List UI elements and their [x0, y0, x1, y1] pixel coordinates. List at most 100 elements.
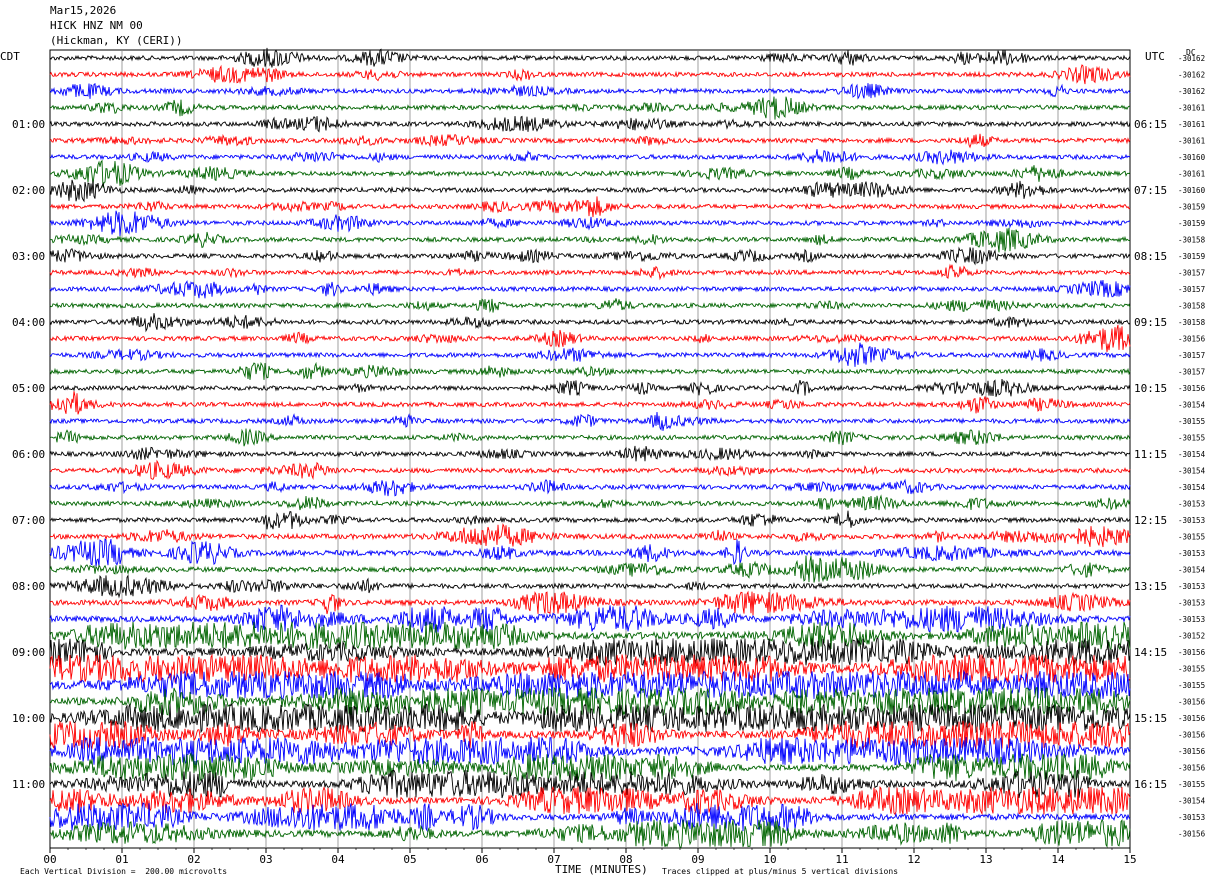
header-date: Mar15,2026 — [50, 4, 117, 17]
seismic-trace — [49, 574, 1130, 599]
scale-note: Each Vertical Division = 200.00 microvol… — [20, 867, 228, 876]
dc-offset-label: -30156 — [1178, 747, 1206, 756]
dc-offset-label: -30159 — [1178, 203, 1205, 212]
right-hour-label: 13:15 — [1134, 580, 1167, 593]
dc-offset-label: -30161 — [1178, 137, 1205, 146]
dc-offset-label: -30160 — [1178, 186, 1206, 195]
dc-offset-label: -30152 — [1178, 632, 1205, 641]
axis-labels: 00 01 02 03 04 05 06 07 08 09 10 11 12 13 14 15 -30162 -3… — [12, 54, 1206, 866]
x-axis-title: TIME (MINUTES) — [555, 863, 648, 876]
dc-offset-label: -30153 — [1178, 500, 1205, 509]
x-tick-label: 07 — [547, 853, 560, 866]
dc-offset-label: -30157 — [1178, 351, 1205, 360]
x-tick-label: 15 — [1123, 853, 1136, 866]
header-location: (Hickman, KY (CERI)) — [50, 34, 183, 47]
dc-offset-label: -30162 — [1178, 71, 1205, 80]
left-hour-label: 04:00 — [12, 316, 45, 329]
clip-note: Traces clipped at plus/minus 5 vertical … — [662, 867, 899, 876]
seismic-trace — [50, 523, 1131, 548]
dc-offset-label: -30156 — [1178, 714, 1206, 723]
seismic-trace — [49, 149, 1131, 166]
seismic-trace — [49, 445, 1131, 462]
dc-offset-label: -30156 — [1178, 731, 1206, 740]
dc-offset-label: -30153 — [1178, 549, 1205, 558]
dc-offset-label: -30154 — [1178, 401, 1206, 410]
seismic-trace — [49, 159, 1131, 188]
left-hour-label: 01:00 — [12, 118, 45, 131]
dc-offset-label: -30153 — [1178, 813, 1205, 822]
x-tick-label: 05 — [403, 853, 416, 866]
x-tick-label: 12 — [907, 853, 920, 866]
right-timezone-label: UTC — [1145, 50, 1165, 63]
dc-offset-label: -30156 — [1178, 830, 1206, 839]
seismic-trace — [50, 510, 1131, 530]
seismic-trace — [49, 133, 1131, 149]
seismic-trace — [49, 478, 1131, 497]
seismic-trace — [49, 246, 1131, 266]
seismic-trace — [49, 428, 1131, 447]
dc-offset-label: -30154 — [1178, 797, 1206, 806]
seismic-trace — [49, 604, 1131, 633]
seismic-trace — [49, 115, 1131, 133]
seismic-trace — [49, 83, 1131, 100]
dc-offset-label: -30159 — [1178, 219, 1205, 228]
right-hour-label: 15:15 — [1134, 712, 1167, 725]
seismic-trace — [49, 736, 1131, 766]
seismic-trace — [49, 637, 1131, 667]
dc-offset-label: -30155 — [1178, 780, 1205, 789]
dc-offset-label: -30161 — [1178, 170, 1205, 179]
x-tick-label: 08 — [619, 853, 632, 866]
left-hour-label: 11:00 — [12, 778, 45, 791]
dc-offset-label: -30154 — [1178, 467, 1206, 476]
seismic-trace — [49, 391, 1131, 415]
seismic-trace — [49, 538, 1131, 567]
seismogram-traces — [49, 47, 1131, 849]
left-hour-label: 07:00 — [12, 514, 45, 527]
dc-offset-label: -30155 — [1178, 434, 1205, 443]
right-hour-label: 11:15 — [1134, 448, 1167, 461]
seismic-trace — [49, 298, 1131, 313]
seismic-trace — [49, 555, 1131, 583]
dc-offset-label: -30155 — [1178, 665, 1205, 674]
seismic-trace — [49, 342, 1131, 367]
dc-offset-label: -30153 — [1178, 599, 1205, 608]
seismic-trace — [49, 179, 1131, 203]
dc-offset-label: -30161 — [1178, 120, 1205, 129]
left-hour-label: 05:00 — [12, 382, 45, 395]
seismic-trace — [49, 786, 1131, 816]
x-tick-label: 04 — [331, 853, 345, 866]
dc-offset-label: -30155 — [1178, 681, 1205, 690]
right-hour-label: 06:15 — [1134, 118, 1167, 131]
dc-offset-label: -30160 — [1178, 153, 1206, 162]
dc-offset-label: -30156 — [1178, 335, 1206, 344]
right-hour-label: 12:15 — [1134, 514, 1167, 527]
seismic-trace — [49, 590, 1131, 616]
header-station: HICK HNZ NM 00 — [50, 19, 143, 32]
seismic-trace — [49, 719, 1131, 751]
dc-offset-label: -30153 — [1178, 582, 1205, 591]
x-tick-label: 10 — [763, 853, 776, 866]
x-tick-label: 02 — [187, 853, 200, 866]
x-tick-label: 11 — [835, 853, 848, 866]
seismic-trace — [49, 459, 1131, 480]
left-hour-label: 03:00 — [12, 250, 45, 263]
dc-offset-label: -30154 — [1178, 450, 1206, 459]
x-tick-label: 03 — [259, 853, 272, 866]
left-hour-label: 06:00 — [12, 448, 45, 461]
dc-offset-label: -30155 — [1178, 533, 1205, 542]
left-hour-label: 02:00 — [12, 184, 45, 197]
dc-offset-label: -30162 — [1178, 87, 1205, 96]
dc-offset-label: -30157 — [1178, 368, 1205, 377]
seismic-trace — [49, 621, 1131, 651]
seismic-trace — [49, 802, 1131, 833]
dc-offset-label: -30153 — [1178, 615, 1205, 624]
right-hour-label: 16:15 — [1134, 778, 1167, 791]
left-hour-label: 08:00 — [12, 580, 45, 593]
seismic-trace — [49, 378, 1131, 397]
seismic-trace — [49, 411, 1131, 431]
seismic-trace — [49, 210, 1131, 237]
dc-offset-label: -30156 — [1178, 384, 1206, 393]
right-hour-label: 08:15 — [1134, 250, 1167, 263]
x-tick-label: 14 — [1051, 853, 1065, 866]
right-hour-label: 09:15 — [1134, 316, 1167, 329]
